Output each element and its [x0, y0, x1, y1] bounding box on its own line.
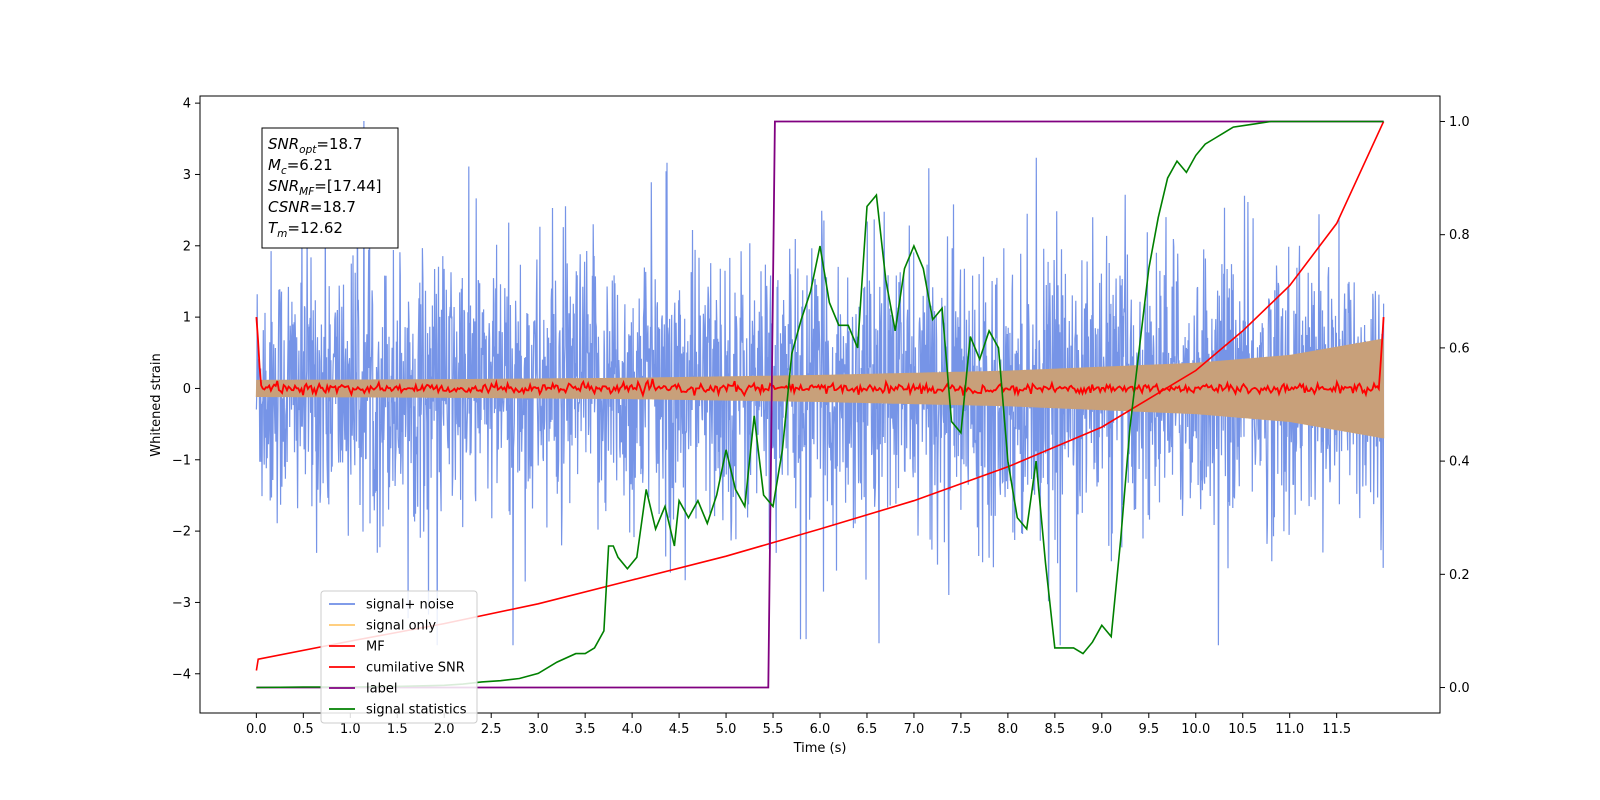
x-tick-label: 2.5: [481, 722, 502, 737]
legend-label: MF: [366, 640, 385, 655]
y-tick-label: 3: [183, 168, 191, 183]
x-tick-label: 1.5: [387, 722, 408, 737]
x-tick-label: 7.0: [904, 722, 925, 737]
legend-label: signal only: [366, 619, 436, 634]
info-line: Mc=6.21: [268, 156, 333, 177]
y2-axis: 1.0 0.8 0.6 0.4 0.2 0.0: [1440, 115, 1470, 696]
x-tick-label: 9.0: [1091, 722, 1112, 737]
legend: signal+ noise signal only MF cumilative SNR…: [320, 590, 478, 724]
y-tick-label: 1: [183, 311, 191, 326]
series-signal-statistics: [256, 120, 1384, 689]
x-tick-label: 0.0: [246, 722, 267, 737]
x-tick-label: 10.0: [1181, 722, 1210, 737]
series-label: [256, 120, 1384, 689]
x-tick-label: 11.5: [1322, 722, 1351, 737]
legend-label: signal+ noise: [366, 598, 454, 613]
x-tick-label: 9.5: [1138, 722, 1159, 737]
info-box-frame: [261, 127, 399, 249]
info-line: SNRopt=18.7: [268, 135, 362, 156]
series-signal-only: [255, 338, 1385, 439]
y2-tick-label: 0.0: [1449, 681, 1470, 696]
x-axis: 0.0 0.5 1.0 1.5 2.0 2.5 3.0 3.5 4.0 4.5 5.0 5.5 6.0 6…: [246, 713, 1351, 737]
y-tick-label: 4: [183, 97, 191, 112]
x-tick-label: 8.5: [1045, 722, 1066, 737]
x-axis-label: Time (s): [793, 741, 847, 756]
x-tick-label: 4.0: [622, 722, 643, 737]
info-line: CSNR=18.7: [268, 198, 356, 216]
x-tick-label: 0.5: [293, 722, 314, 737]
x-tick-label: 6.0: [810, 722, 831, 737]
x-tick-label: 5.0: [716, 722, 737, 737]
x-tick-label: 2.0: [434, 722, 455, 737]
y-tick-label: 2: [183, 239, 191, 254]
info-box: SNRopt=18.7Mc=6.21SNRMF=[17.44]CSNR=18.7…: [261, 127, 399, 249]
y2-tick-label: 0.4: [1449, 455, 1470, 470]
y-tick-label: 0: [183, 382, 191, 397]
x-tick-label: 4.5: [669, 722, 690, 737]
y2-tick-label: 0.8: [1449, 228, 1470, 243]
legend-label: cumilative SNR: [366, 661, 465, 676]
y2-tick-label: 0.6: [1449, 341, 1470, 356]
legend-label: signal statistics: [366, 703, 467, 718]
x-tick-label: 5.5: [763, 722, 784, 737]
x-tick-label: 1.0: [340, 722, 361, 737]
y2-tick-label: 1.0: [1449, 115, 1470, 130]
series-mf: [255, 317, 1385, 399]
y-axis: 4 3 2 1 0 −1 −2 −3 −4: [172, 97, 200, 682]
x-tick-label: 8.0: [998, 722, 1019, 737]
x-tick-label: 10.5: [1228, 722, 1257, 737]
x-tick-label: 7.5: [951, 722, 972, 737]
legend-label: label: [366, 682, 397, 697]
info-line: Tm=12.62: [268, 219, 343, 240]
y-tick-label: −2: [172, 525, 191, 540]
legend-frame: [320, 590, 478, 724]
y-tick-label: −4: [172, 667, 191, 682]
x-tick-label: 11.0: [1275, 722, 1304, 737]
x-tick-label: 6.5: [857, 722, 878, 737]
x-tick-label: 3.0: [528, 722, 549, 737]
info-line: SNRMF=[17.44]: [268, 177, 382, 198]
y-tick-label: −1: [172, 453, 191, 468]
y2-tick-label: 0.2: [1449, 568, 1470, 583]
x-tick-label: 3.5: [575, 722, 596, 737]
y-tick-label: −3: [172, 596, 191, 611]
y-axis-label: Whitened strain: [149, 353, 164, 456]
